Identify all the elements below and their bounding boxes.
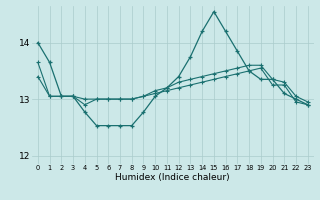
X-axis label: Humidex (Indice chaleur): Humidex (Indice chaleur): [116, 173, 230, 182]
